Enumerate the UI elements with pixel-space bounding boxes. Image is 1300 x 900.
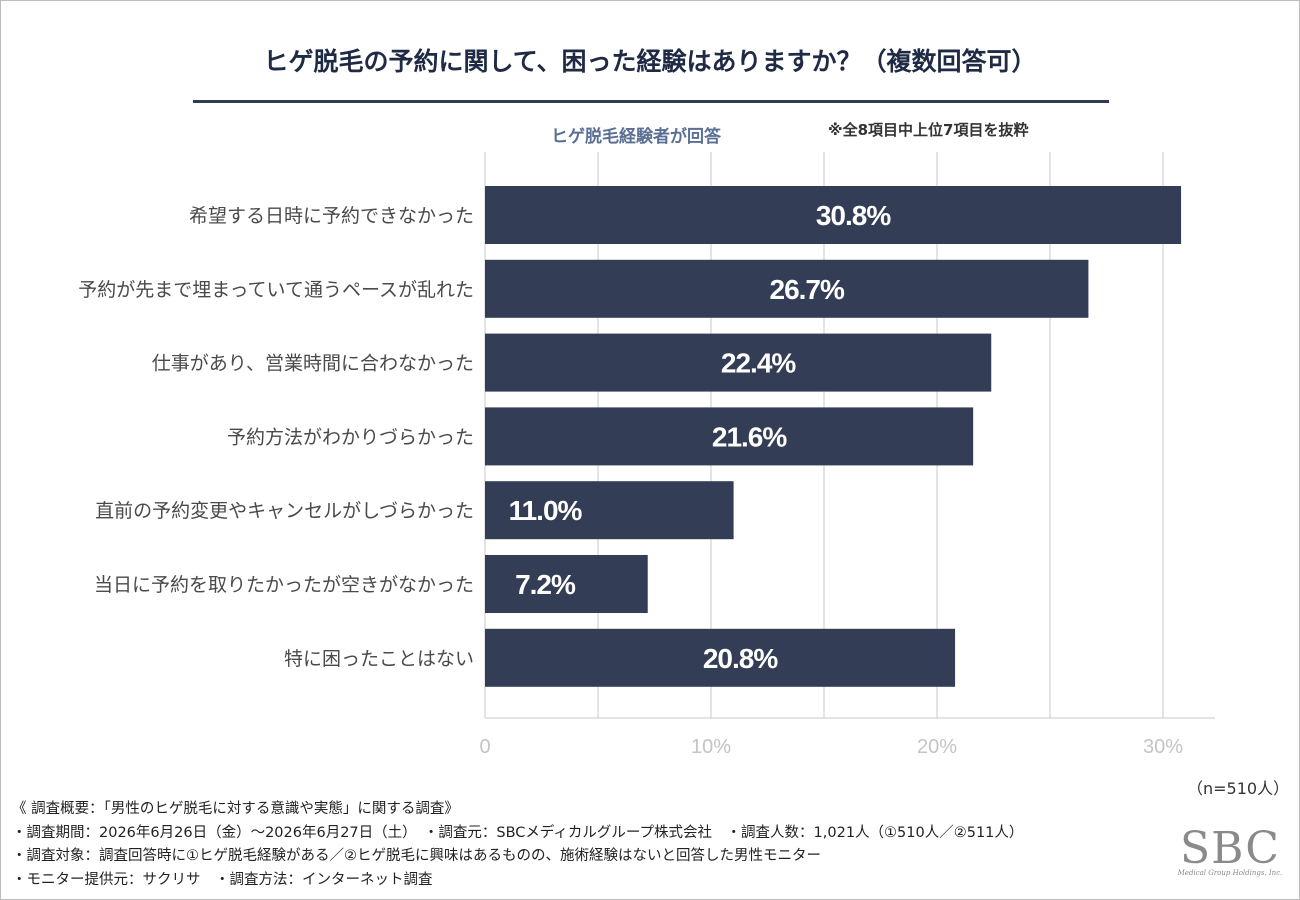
x-tick-label: 30% [1143, 736, 1183, 758]
bar [485, 259, 1089, 318]
data-label: 30.8% [816, 200, 891, 231]
x-tick-label: 0 [479, 736, 490, 758]
footer-line: ・調査対象：調査回答時に①ヒゲ脱毛経験がある／②ヒゲ脱毛に興味はあるものの、施術… [12, 848, 821, 864]
bar [485, 481, 734, 540]
chart-subtitle: ヒゲ脱毛経験者が回答 [551, 127, 721, 147]
category-label: 直前の予約変更やキャンセルがしづらかった [95, 500, 474, 522]
x-tick-label: 20% [917, 736, 957, 758]
footer-line: ・調査期間：2026年6月26日（金）～2026年6月27日（土） ・調査元：S… [12, 824, 1024, 841]
logo-wordmark: SBC [1180, 823, 1280, 874]
logo-tagline: Medical Group Holdings, Inc. [1177, 869, 1283, 877]
data-label: 21.6% [712, 421, 787, 452]
survey-footer: 《 調査概要：「男性のヒゲ脱毛に対する意識や実態」に関する調査》 ・調査期間：2… [12, 798, 1023, 892]
data-label: 11.0% [509, 495, 583, 526]
bar [485, 407, 974, 466]
category-label: 特に困ったことはない [284, 648, 474, 670]
data-label: 7.2% [515, 569, 576, 600]
bar-chart: 0 10% 20% 30% 希望する日時に予約できなかった 30.8% 予約が先まで埋まって… [78, 152, 1215, 758]
category-label: 当日に予約を取りたかったが空きがなかった [94, 574, 474, 596]
bar [485, 555, 648, 613]
category-label: 希望する日時に予約できなかった [189, 205, 474, 227]
chart-title: ヒゲ脱毛の予約に関して、困った経験はありますか？（複数回答可） [263, 47, 1037, 76]
category-label: 仕事があり、営業時間に合わなかった [152, 353, 474, 375]
data-label: 20.8% [703, 643, 778, 674]
category-label: 予約方法がわかりづらかった [227, 426, 474, 448]
sample-size-label: （n=510人） [1187, 779, 1290, 798]
footer-line: ・モニター提供元：サクリサ ・調査方法：インターネット調査 [12, 871, 433, 888]
sbc-logo: SBC Medical Group Holdings, Inc. [1170, 823, 1290, 878]
bar [485, 333, 992, 392]
footer-line: 《 調査概要：「男性のヒゲ脱毛に対する意識や実態」に関する調査》 [12, 801, 459, 817]
x-tick-label: 10% [691, 736, 731, 758]
data-label: 26.7% [770, 274, 845, 305]
data-label: 22.4% [721, 348, 796, 379]
bar [485, 186, 1182, 244]
category-label: 予約が先まで埋まっていて通うペースが乱れた [78, 279, 474, 301]
title-underline [193, 100, 1109, 103]
bar [485, 628, 956, 687]
chart-note: ※全8項目中上位7項目を抜粋 [828, 121, 1029, 139]
